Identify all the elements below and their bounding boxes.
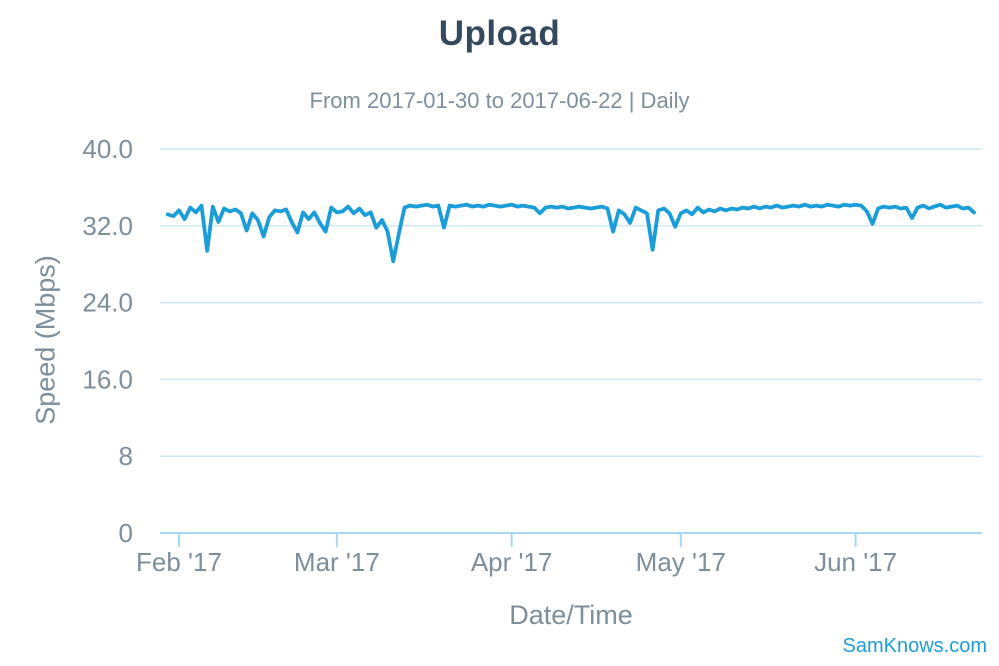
x-tick-label: Mar '17 xyxy=(294,547,380,577)
x-tick-label: Apr '17 xyxy=(471,547,553,577)
credits-link[interactable]: SamKnows.com xyxy=(842,635,988,657)
y-tick-label: 16.0 xyxy=(82,364,133,394)
x-tick-label: Jun '17 xyxy=(814,547,897,577)
y-axis-title-text: Speed (Mbps) xyxy=(30,255,61,425)
x-tick-label: Feb '17 xyxy=(136,547,222,577)
chart-title: Upload xyxy=(438,14,561,53)
y-tick-label: 0 xyxy=(119,518,133,548)
y-tick-label: 32.0 xyxy=(82,211,133,241)
y-tick-label: 40.0 xyxy=(82,134,133,164)
y-tick-label: 8 xyxy=(119,441,133,471)
y-tick-label: 24.0 xyxy=(82,288,133,318)
x-axis-title: Date/Time xyxy=(509,600,633,630)
upload-series-line[interactable] xyxy=(165,202,976,264)
chart-subtitle: From 2017-01-30 to 2017-06-22 | Daily xyxy=(309,88,690,113)
x-tick-label: May '17 xyxy=(636,547,726,577)
